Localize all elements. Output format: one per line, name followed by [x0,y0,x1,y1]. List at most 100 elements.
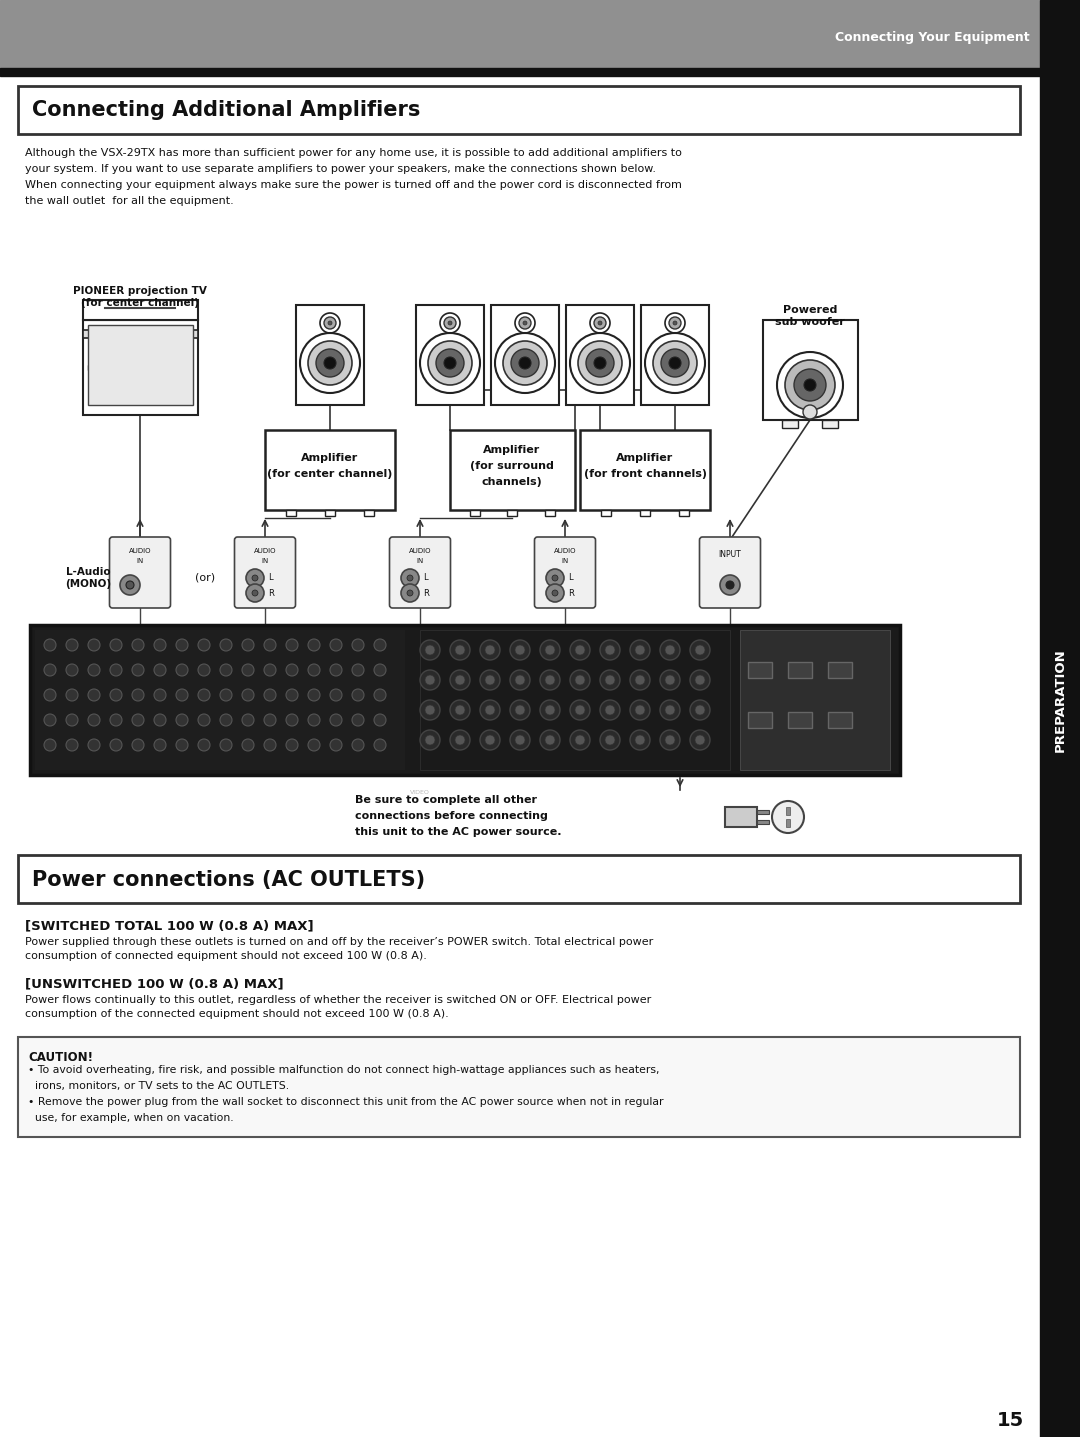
Circle shape [44,664,56,675]
Circle shape [308,739,320,752]
Text: AUDIO: AUDIO [554,547,577,555]
Circle shape [242,664,254,675]
Circle shape [264,639,276,651]
Bar [580,430,710,510]
Circle shape [352,664,364,675]
Circle shape [132,739,144,752]
Circle shape [407,575,413,581]
Text: (for surround: (for surround [470,461,554,471]
Text: (for center channel): (for center channel) [81,297,199,308]
Text: IN: IN [417,558,423,563]
Bar [786,808,789,815]
Circle shape [546,569,564,586]
Text: When connecting your equipment always make sure the power is turned off and the : When connecting your equipment always ma… [25,180,681,190]
Circle shape [570,700,590,720]
Text: R: R [268,589,274,598]
Circle shape [176,688,188,701]
Text: this unit to the AC power source.: this unit to the AC power source. [355,828,562,836]
Circle shape [665,706,675,716]
Text: sub woofer: sub woofer [775,318,845,328]
Text: • To avoid overheating, fire risk, and possible malfunction do not connect high-: • To avoid overheating, fire risk, and p… [28,1065,660,1075]
Text: irons, monitors, or TV sets to the AC OUTLETS.: irons, monitors, or TV sets to the AC OU… [28,1081,289,1091]
Circle shape [198,664,210,675]
Bar [416,305,484,405]
Circle shape [444,318,456,329]
Bar [828,662,852,678]
Circle shape [426,675,435,685]
Circle shape [450,670,470,690]
Circle shape [132,639,144,651]
Circle shape [665,313,685,333]
Text: Powered: Powered [783,305,837,315]
Text: Power flows continually to this outlet, regardless of whether the receiver is sw: Power flows continually to this outlet, … [25,994,651,1004]
Bar [0,0,1080,68]
Text: IN: IN [261,558,269,563]
Text: your system. If you want to use separate amplifiers to power your speakers, make: your system. If you want to use separate… [25,164,656,174]
Bar [725,808,757,828]
Bar [87,325,192,405]
Circle shape [176,639,188,651]
Circle shape [420,639,440,660]
Text: Power supplied through these outlets is turned on and off by the receiver’s POWE: Power supplied through these outlets is … [25,937,653,947]
Text: Connecting Additional Amplifiers: Connecting Additional Amplifiers [32,101,420,121]
Text: Amplifier: Amplifier [617,453,674,463]
Circle shape [635,675,645,685]
Circle shape [374,739,386,752]
Circle shape [154,688,166,701]
Text: Amplifier: Amplifier [301,453,359,463]
Circle shape [132,664,144,675]
Circle shape [515,734,525,744]
Circle shape [328,320,332,325]
Text: L: L [423,573,428,582]
Circle shape [661,349,689,376]
Circle shape [545,675,555,685]
Text: L-Audio: L-Audio [66,568,110,578]
FancyBboxPatch shape [700,537,760,608]
Circle shape [44,739,56,752]
Bar [782,420,798,428]
Circle shape [480,639,500,660]
Text: consumption of connected equipment should not exceed 100 W (0.8 A).: consumption of connected equipment shoul… [25,951,427,961]
Circle shape [286,639,298,651]
Circle shape [440,313,460,333]
Circle shape [450,639,470,660]
Circle shape [87,688,100,701]
Bar [642,305,708,405]
Circle shape [785,361,835,410]
Circle shape [242,714,254,726]
Circle shape [635,706,645,716]
Bar [87,365,112,369]
Circle shape [450,700,470,720]
Circle shape [308,714,320,726]
Bar [757,821,769,823]
Bar [544,510,554,516]
Circle shape [690,639,710,660]
Circle shape [66,688,78,701]
Circle shape [511,349,539,376]
Circle shape [669,318,681,329]
Circle shape [426,645,435,655]
Bar [788,662,812,678]
Circle shape [605,706,615,716]
Text: Power connections (AC OUTLETS): Power connections (AC OUTLETS) [32,869,426,890]
FancyBboxPatch shape [535,537,595,608]
Circle shape [176,664,188,675]
Circle shape [690,700,710,720]
Circle shape [220,664,232,675]
Text: • Remove the power plug from the wall socket to disconnect this unit from the AC: • Remove the power plug from the wall so… [28,1096,663,1106]
Circle shape [220,688,232,701]
Circle shape [510,730,530,750]
Circle shape [600,639,620,660]
Circle shape [540,670,561,690]
Bar [30,625,900,775]
Circle shape [264,739,276,752]
Circle shape [515,706,525,716]
Circle shape [44,688,56,701]
Circle shape [420,670,440,690]
Circle shape [600,730,620,750]
Circle shape [570,639,590,660]
Circle shape [87,739,100,752]
Circle shape [110,664,122,675]
Circle shape [286,664,298,675]
Circle shape [132,688,144,701]
